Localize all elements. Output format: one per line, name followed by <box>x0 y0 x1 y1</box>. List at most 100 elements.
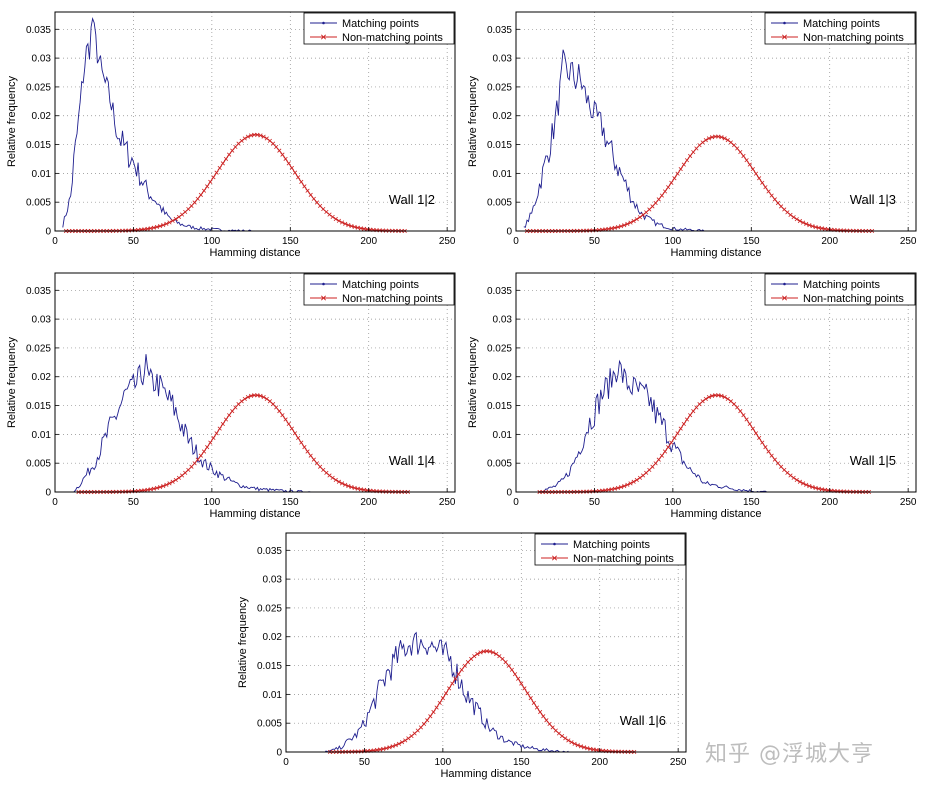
x-tick-label: 250 <box>900 236 917 247</box>
data-point <box>750 426 755 431</box>
data-point <box>631 479 636 484</box>
data-point <box>314 200 320 205</box>
y-tick-label: 0.015 <box>257 661 282 672</box>
data-point <box>684 417 690 422</box>
data-point <box>462 663 467 668</box>
series-line-non-matching <box>66 134 405 232</box>
data-point <box>791 215 796 220</box>
chart-panel-2: 0 50 100 150 200 250 0 0.005 0.01 0.015 0.02 0.025 0… <box>467 11 917 259</box>
panel-annotation: Wall 1|6 <box>620 713 666 728</box>
data-point <box>465 660 471 665</box>
series-line-non-matching <box>329 650 635 753</box>
plot-frame <box>54 272 456 493</box>
data-point <box>318 203 323 209</box>
data-point <box>653 200 658 206</box>
panel-annotation: Wall 1|3 <box>850 192 896 207</box>
data-point <box>299 179 304 184</box>
y-tick-label: 0.02 <box>32 111 52 122</box>
data-point <box>813 485 818 491</box>
data-point <box>248 133 254 138</box>
legend: Matching points Non-matching points <box>764 273 916 306</box>
y-tick-label: 0.005 <box>26 198 51 209</box>
data-point <box>772 197 777 202</box>
data-point <box>738 409 743 414</box>
data-point <box>735 405 740 410</box>
data-point <box>377 228 382 233</box>
legend-label: Non-matching points <box>342 293 443 305</box>
data-point <box>217 426 222 431</box>
legend-box <box>764 273 916 306</box>
data-point <box>145 487 150 492</box>
data-point <box>585 746 590 751</box>
data-point <box>800 220 806 225</box>
x-tick-label: 100 <box>435 757 452 768</box>
data-point <box>245 395 251 400</box>
data-point <box>239 138 244 143</box>
x-tick-label: 150 <box>743 497 760 508</box>
data-point <box>387 745 392 750</box>
data-point <box>716 393 721 398</box>
data-point <box>544 718 549 723</box>
data-point <box>760 180 765 185</box>
data-point <box>148 226 153 231</box>
data-point <box>503 660 508 665</box>
data-point <box>183 209 188 215</box>
legend-box <box>534 533 686 566</box>
x-tick-label: 100 <box>204 236 221 247</box>
y-axis-label: Relative frequency <box>6 75 18 167</box>
data-point <box>757 176 762 181</box>
data-point <box>339 481 345 486</box>
data-point <box>189 464 194 469</box>
data-point <box>339 220 345 225</box>
y-tick-label: 0.03 <box>32 54 52 65</box>
data-point <box>296 435 301 441</box>
data-point <box>625 221 630 227</box>
y-tick-label: 0.03 <box>493 315 513 326</box>
data-point <box>788 473 793 478</box>
data-point <box>810 484 815 490</box>
x-tick-label: 100 <box>665 497 682 508</box>
legend-label: Non-matching points <box>803 32 904 44</box>
y-tick-label: 0 <box>276 748 282 759</box>
series-markers-non-matching <box>537 393 872 495</box>
data-point <box>487 649 493 654</box>
data-point <box>434 705 439 710</box>
data-point <box>716 134 721 139</box>
data-point <box>154 224 160 230</box>
x-tick-label: 200 <box>591 757 608 768</box>
data-point <box>688 413 693 418</box>
data-point <box>606 226 611 231</box>
data-point <box>779 464 784 469</box>
data-point <box>286 421 291 427</box>
data-point <box>519 681 524 686</box>
legend-marker <box>553 542 556 546</box>
data-point <box>208 179 213 184</box>
data-point <box>541 714 546 719</box>
data-point <box>738 149 743 155</box>
data-point <box>242 136 247 141</box>
data-point <box>634 217 639 222</box>
data-point <box>311 196 316 201</box>
data-point <box>622 223 627 228</box>
y-tick-label: 0.005 <box>487 459 512 470</box>
y-tick-label: 0.025 <box>487 82 512 93</box>
data-point <box>343 482 348 487</box>
data-point <box>173 216 178 222</box>
data-point <box>418 725 423 730</box>
data-point <box>516 676 521 681</box>
y-tick-label: 0.015 <box>26 401 51 412</box>
data-point <box>346 483 351 489</box>
data-point <box>223 417 229 422</box>
data-point <box>396 741 402 746</box>
data-point <box>302 184 307 189</box>
data-point <box>628 220 633 225</box>
data-point <box>380 228 385 233</box>
data-point <box>343 221 348 226</box>
data-point <box>744 417 749 422</box>
x-tick-label: 50 <box>589 497 601 508</box>
data-point <box>578 744 583 749</box>
data-point <box>167 481 172 486</box>
x-tick-label: 100 <box>204 497 221 508</box>
data-point <box>336 479 342 484</box>
